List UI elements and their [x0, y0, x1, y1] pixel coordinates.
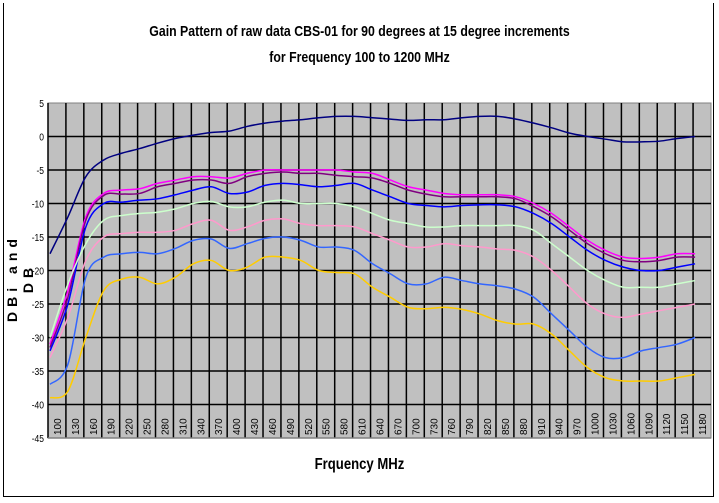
series-line — [49, 255, 696, 399]
y-tick-label: -45 — [32, 433, 44, 444]
x-tick-label: 1180 — [698, 413, 709, 435]
x-tick-label: 370 — [214, 418, 225, 435]
x-tick-label: 580 — [340, 418, 351, 435]
x-tick-label: 700 — [411, 418, 422, 435]
series-line — [49, 236, 696, 385]
x-tick-label: 310 — [178, 418, 189, 435]
x-tick-label: 850 — [501, 418, 512, 435]
x-tick-label: 760 — [447, 418, 458, 435]
x-tick-label: 460 — [268, 418, 279, 435]
x-tick-label: 670 — [393, 418, 404, 435]
x-tick-label: 730 — [429, 418, 440, 435]
x-tick-label: 490 — [286, 418, 297, 435]
x-tick-label: 280 — [160, 418, 171, 435]
x-tick-label: 1150 — [680, 413, 691, 435]
x-tick-label: 220 — [125, 418, 136, 435]
x-tick-label: 640 — [376, 418, 387, 435]
y-tick-label: -35 — [32, 366, 44, 377]
x-tick-label: 100 — [53, 418, 64, 435]
chart-title: Gain Pattern of raw data CBS-01 for 90 d… — [149, 23, 570, 40]
x-tick-label: 520 — [304, 418, 315, 435]
series-line — [49, 199, 696, 338]
y-tick-label: 0 — [39, 132, 44, 143]
chart-subtitle: for Frequency 100 to 1200 MHz — [269, 49, 450, 66]
y-tick-label: -30 — [32, 333, 44, 344]
x-tick-label: 910 — [537, 418, 548, 435]
x-axis-label: Frquency MHz — [314, 456, 405, 473]
x-tick-label: 820 — [483, 418, 494, 435]
x-tick-label: 250 — [143, 418, 154, 435]
y-tick-label: -5 — [36, 165, 44, 176]
x-tick-label: 130 — [71, 418, 82, 435]
x-tick-label: 1060 — [626, 412, 637, 435]
x-tick-label: 790 — [465, 418, 476, 435]
y-tick-label: -25 — [32, 299, 44, 310]
y-tick-label: -20 — [32, 266, 44, 277]
x-tick-label: 340 — [196, 418, 207, 435]
series-line — [49, 169, 696, 345]
x-tick-label: 400 — [232, 418, 243, 435]
y-tick-label: -15 — [32, 232, 44, 243]
series-line — [49, 182, 696, 352]
x-tick-label: 970 — [573, 418, 584, 435]
x-tick-label: 190 — [107, 418, 118, 435]
x-tick-label: 610 — [358, 418, 369, 435]
x-tick-label: 1030 — [608, 412, 619, 435]
x-tick-label: 1090 — [644, 412, 655, 435]
series-line — [49, 115, 696, 255]
series-line — [49, 217, 696, 358]
series-line — [49, 171, 696, 348]
x-tick-label: 1000 — [591, 412, 602, 435]
x-tick-label: 160 — [89, 418, 100, 435]
chart-frame — [3, 3, 714, 497]
x-tick-label: 430 — [250, 418, 261, 435]
y-tick-label: -10 — [32, 199, 44, 210]
x-tick-label: 940 — [555, 418, 566, 435]
x-tick-label: 880 — [519, 418, 530, 435]
x-tick-label: 1120 — [662, 413, 673, 435]
y-tick-label: 5 — [39, 98, 44, 109]
y-tick-label: -40 — [32, 400, 44, 411]
x-tick-label: 550 — [322, 418, 333, 435]
